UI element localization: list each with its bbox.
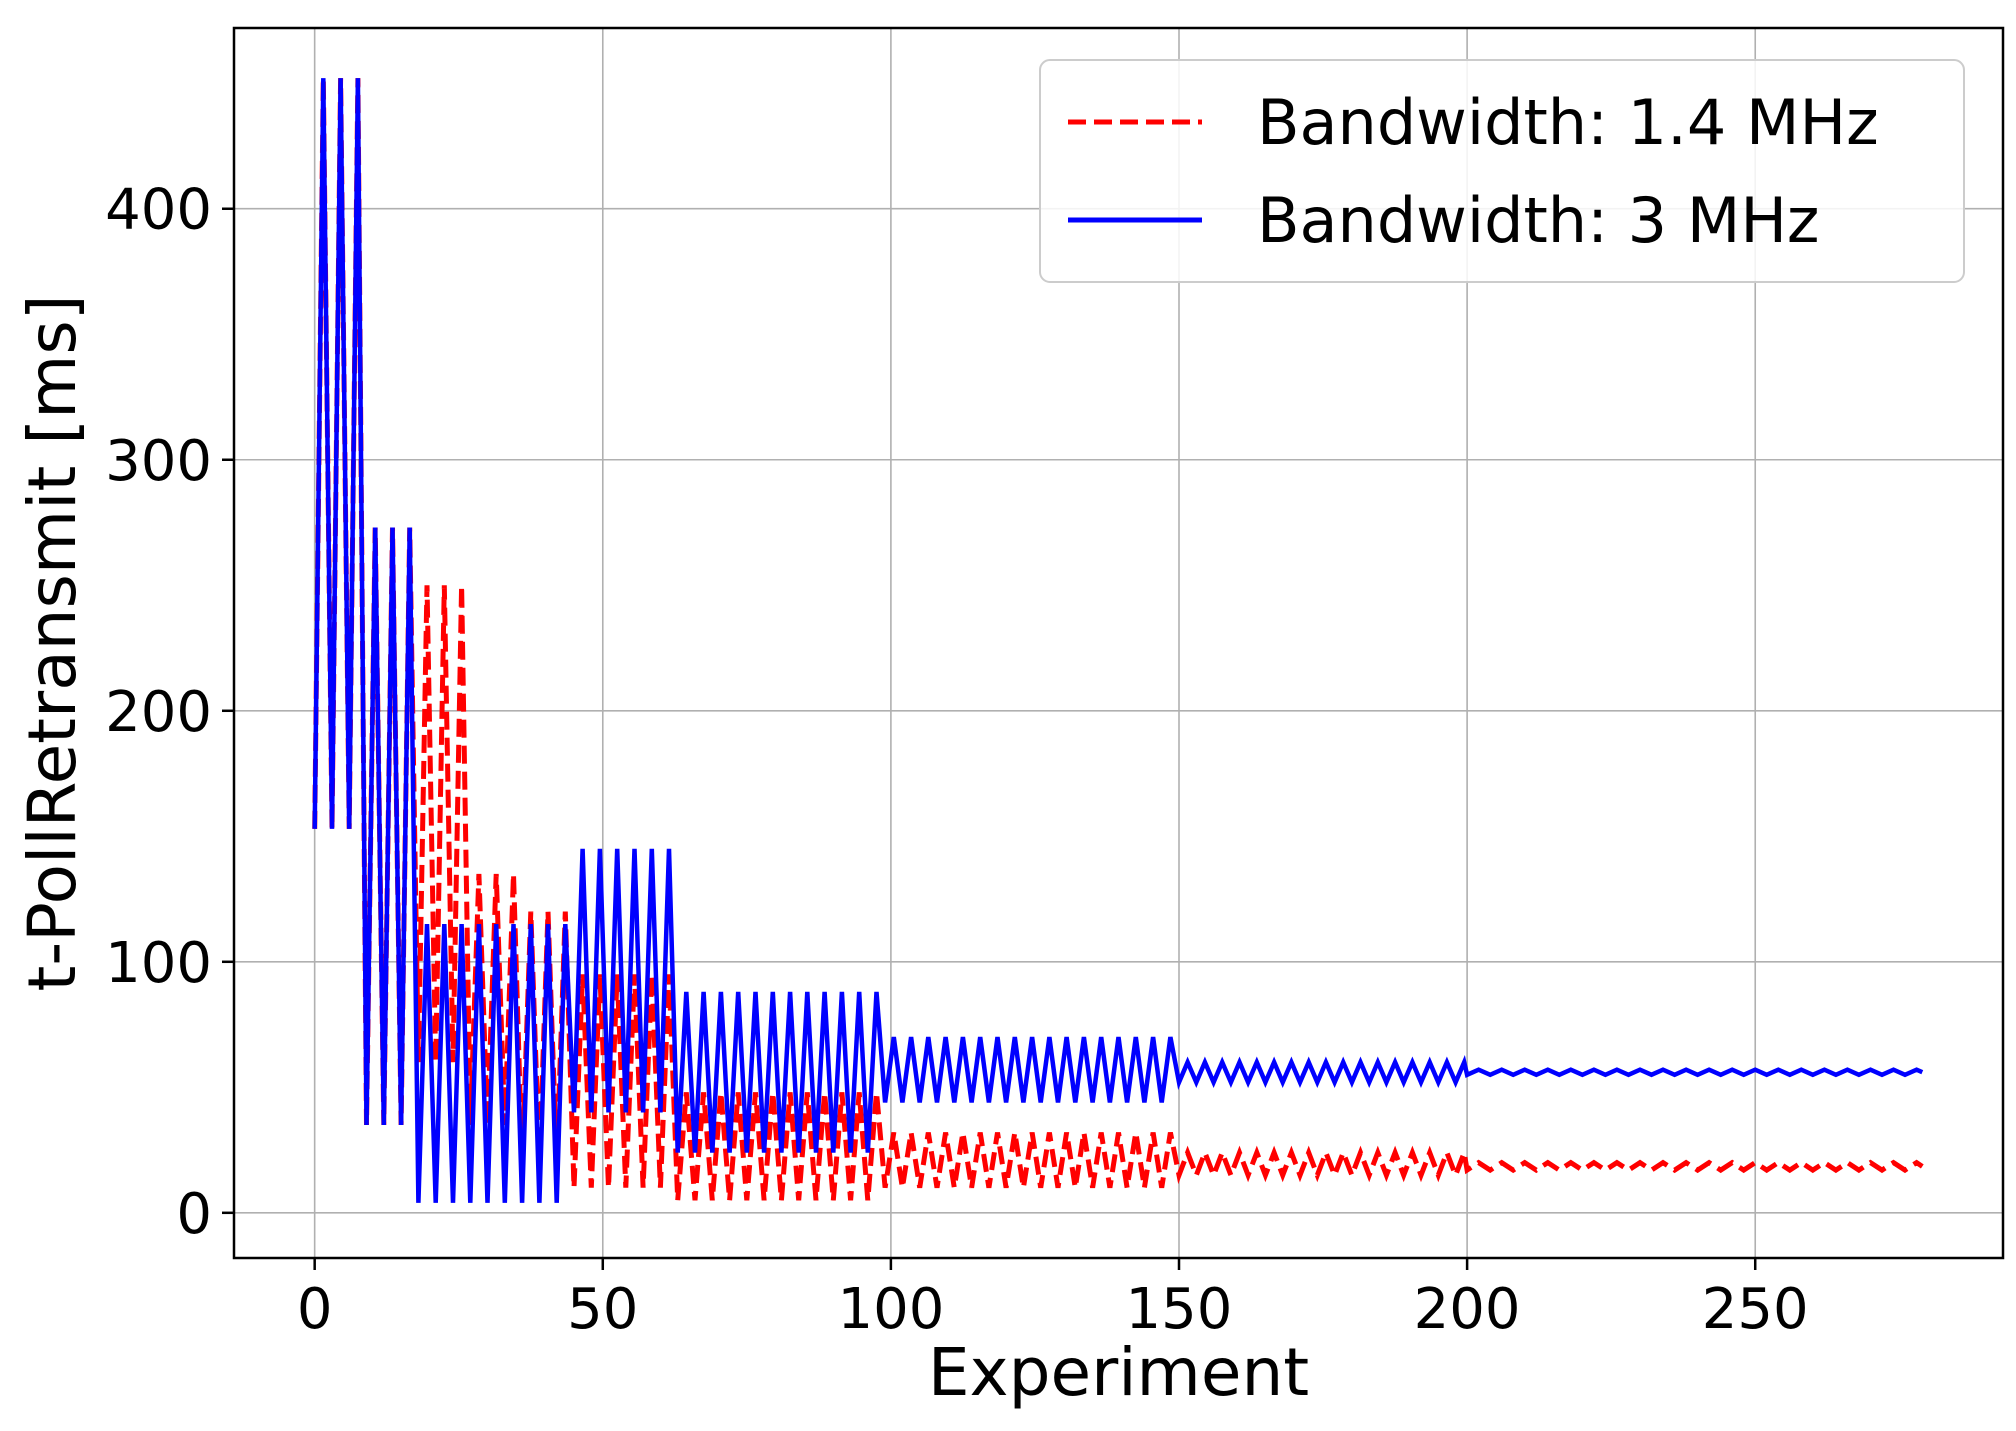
x-tick-label: 100 [837, 1277, 944, 1342]
x-tick-label: 150 [1126, 1277, 1233, 1342]
x-tick-label: 0 [297, 1277, 333, 1342]
x-axis-title: Experiment [928, 1334, 1309, 1411]
series-line-1 [312, 78, 1924, 1201]
series-line-2 [312, 78, 1924, 1203]
legend-label-1-4mhz: Bandwidth: 1.4 MHz [1257, 86, 1879, 159]
y-tick-label: 100 [105, 931, 212, 996]
x-tick-label: 250 [1702, 1277, 1809, 1342]
plot-frame [232, 26, 2005, 1260]
axis-ticks: 0 50 100 150 200 250 0 100 200 300 400 [105, 178, 1809, 1342]
y-tick-label: 0 [176, 1182, 212, 1247]
legend: Bandwidth: 1.4 MHz Bandwidth: 3 MHz [1039, 59, 1965, 283]
legend-box [1039, 59, 1965, 283]
x-tick-label: 50 [567, 1277, 638, 1342]
y-tick-label: 200 [105, 680, 212, 745]
y-tick-label: 300 [105, 429, 212, 494]
x-tick-label: 200 [1414, 1277, 1521, 1342]
series-lines [312, 78, 1924, 1203]
legend-label-3mhz: Bandwidth: 3 MHz [1257, 184, 1819, 257]
y-axis-title: t-PollRetransmit [ms] [14, 294, 91, 991]
y-tick-label: 400 [105, 178, 212, 243]
